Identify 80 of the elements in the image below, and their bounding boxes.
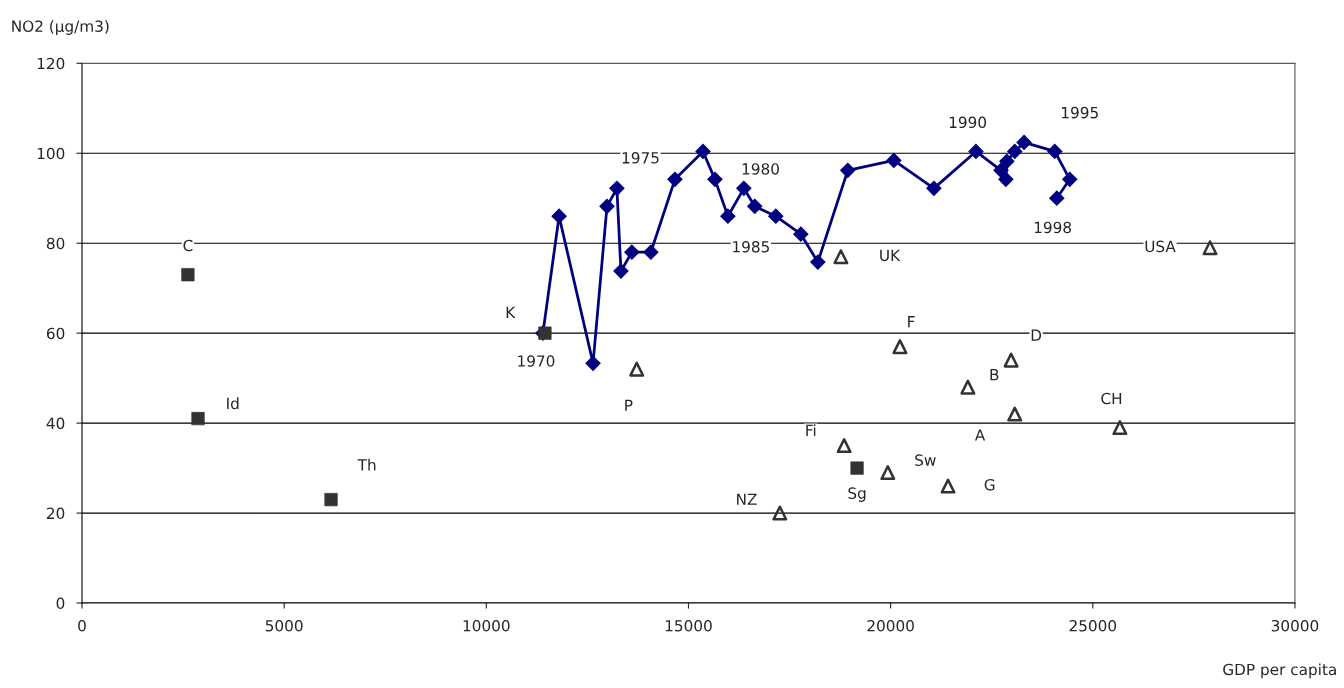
- annotation: CH: [1101, 392, 1122, 405]
- point: [993, 162, 1009, 178]
- annotation: Id: [227, 397, 239, 410]
- point: [833, 249, 849, 265]
- point: [1016, 134, 1032, 151]
- point: [613, 263, 629, 279]
- annotation: 1985: [733, 240, 769, 253]
- point: [772, 505, 788, 521]
- point: [926, 180, 942, 196]
- annotation: UK: [880, 249, 901, 262]
- annotation: F: [908, 316, 915, 328]
- y-tick-label: 60: [46, 327, 65, 340]
- annotation: 1970: [518, 355, 555, 367]
- x-tick-label: 0: [78, 619, 86, 632]
- point: [667, 171, 683, 187]
- x-tick-label: 25000: [1069, 619, 1117, 632]
- annotation: Th: [357, 458, 376, 471]
- point: [695, 143, 711, 160]
- point: [1007, 143, 1023, 160]
- point: [1062, 171, 1078, 187]
- point: [609, 180, 625, 196]
- point: [736, 180, 752, 196]
- point: [1202, 240, 1218, 256]
- point: [836, 438, 852, 454]
- point: [940, 478, 956, 494]
- annotation: A: [974, 429, 986, 441]
- point: [1047, 143, 1063, 160]
- x-tick-label: 15000: [665, 619, 712, 632]
- point: [585, 355, 601, 371]
- annotation: 1998: [1034, 221, 1072, 234]
- point: [624, 244, 640, 260]
- y-tick-label: 80: [46, 237, 65, 250]
- y-tick-label: 40: [46, 417, 65, 430]
- point: [1049, 190, 1065, 206]
- point: [599, 198, 615, 214]
- point: [643, 244, 659, 260]
- annotation: 1980: [742, 163, 779, 175]
- annotation: G: [984, 478, 995, 491]
- point: [1007, 406, 1023, 422]
- point: [999, 153, 1015, 169]
- annotation: K: [506, 306, 516, 318]
- point: [720, 208, 736, 224]
- point: [1112, 420, 1128, 436]
- x-tick-label: 10000: [463, 619, 510, 632]
- x-tick-label: 30000: [1271, 619, 1319, 632]
- annotation: Fi: [806, 424, 816, 436]
- y-tick-label: 120: [37, 57, 65, 70]
- annotation: C: [183, 239, 193, 252]
- point: [768, 208, 784, 224]
- y-tick-label: 20: [47, 507, 65, 520]
- point: [968, 143, 984, 160]
- annotation: Sg: [848, 487, 866, 502]
- annotation: USA: [1145, 240, 1176, 253]
- annotation: B: [990, 369, 999, 381]
- point: [892, 339, 908, 355]
- point: [886, 152, 902, 169]
- point: [793, 226, 809, 242]
- point: [810, 254, 826, 270]
- point: [707, 171, 723, 187]
- point: [1003, 352, 1019, 368]
- point: [998, 171, 1014, 187]
- annotation: 1995: [1062, 106, 1098, 119]
- point: [960, 379, 976, 395]
- point: [551, 208, 567, 224]
- annotation: Sw: [915, 454, 936, 466]
- point: [880, 465, 896, 481]
- y-tick-label: 100: [37, 147, 65, 160]
- annotation: D: [1031, 329, 1042, 341]
- x-axis-title: GDP per capita: [1223, 663, 1336, 679]
- point: [840, 162, 856, 178]
- point: [747, 198, 763, 214]
- point: [629, 361, 645, 377]
- y-tick-label: 0: [56, 597, 65, 610]
- annotation: 1975: [622, 152, 659, 164]
- annotation: 1990: [949, 116, 987, 129]
- annotation: P: [625, 399, 633, 411]
- annotation: NZ: [737, 493, 757, 505]
- x-tick-label: 20000: [867, 619, 914, 632]
- y-axis-title: NO2 (μg/m3): [12, 20, 109, 35]
- x-tick-label: 5000: [265, 619, 303, 632]
